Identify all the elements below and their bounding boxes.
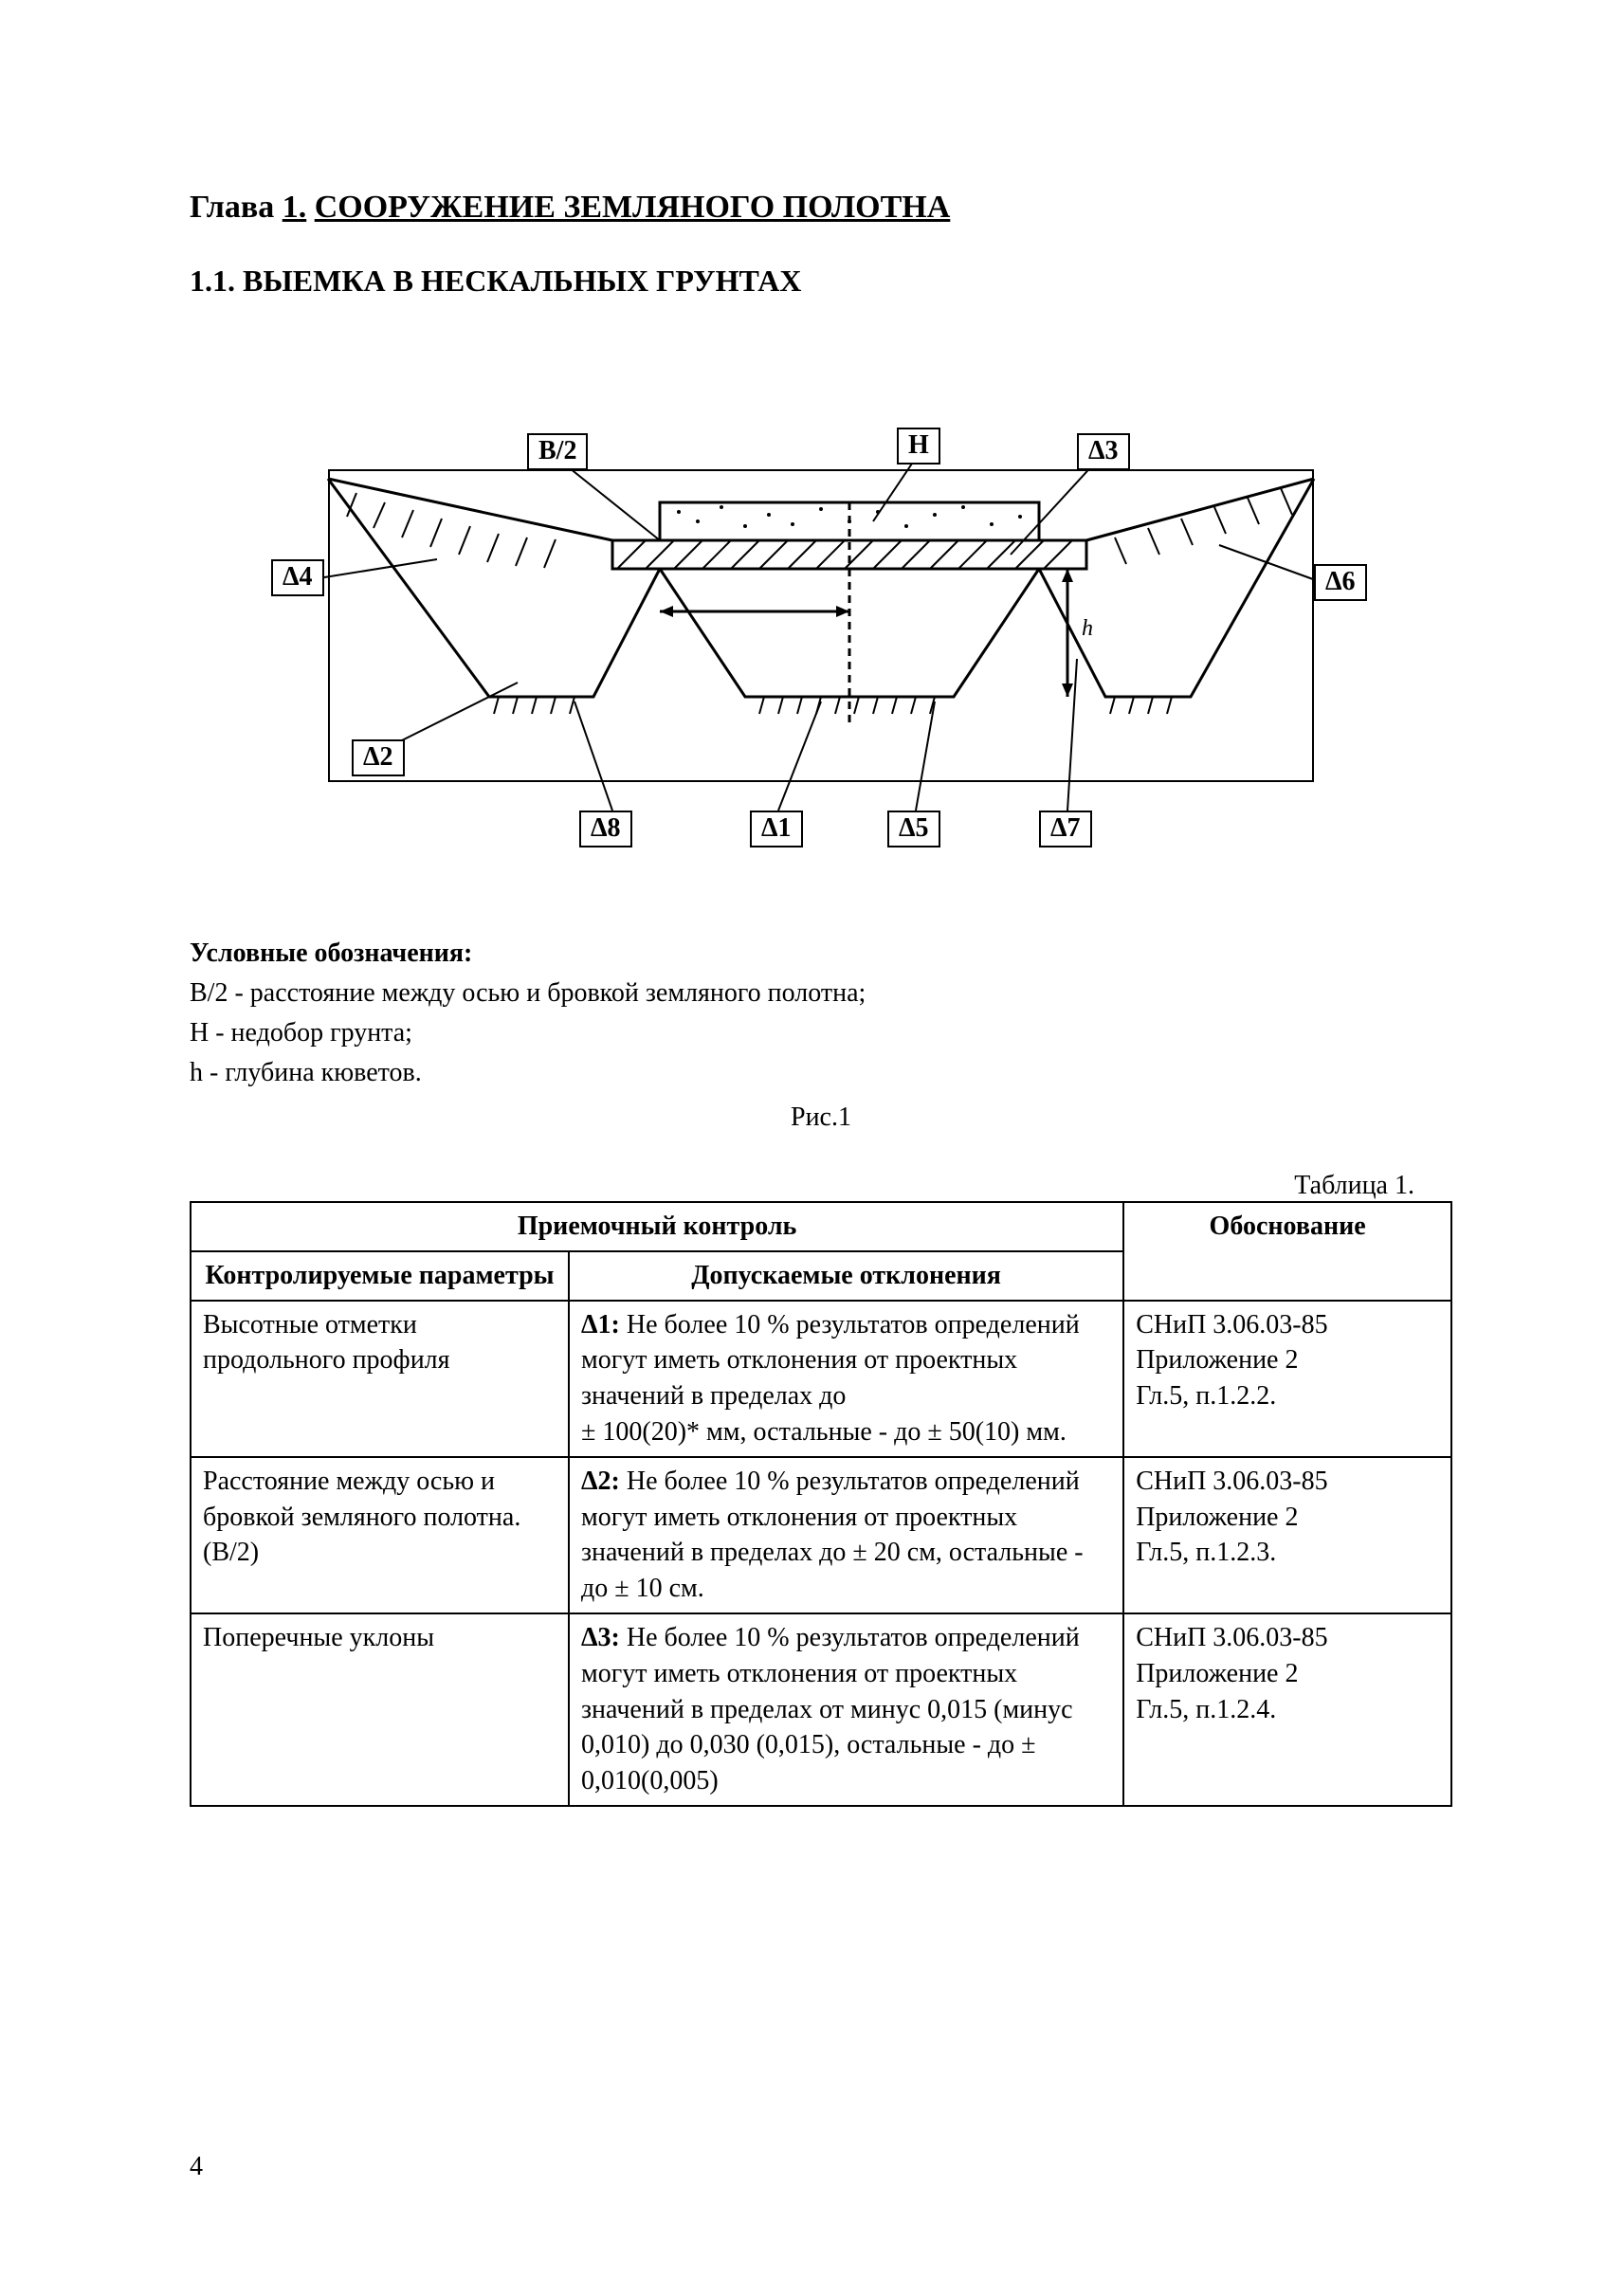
legend-title: Условные обозначения:: [190, 934, 1452, 974]
cell-basis: СНиП 3.06.03-85Приложение 2Гл.5, п.1.2.2…: [1123, 1301, 1451, 1457]
section-title: ВЫЕМКА В НЕСКАЛЬНЫХ ГРУНТАХ: [243, 264, 802, 298]
table-header-group: Приемочный контроль: [191, 1202, 1123, 1251]
legend: Условные обозначения: В/2 - расстояние м…: [190, 934, 1452, 1093]
cell-basis: СНиП 3.06.03-85Приложение 2Гл.5, п.1.2.3…: [1123, 1457, 1451, 1613]
section-number: 1.1.: [190, 264, 235, 298]
figure-label-d3: Δ3: [1077, 433, 1130, 470]
figure-svg: h: [252, 412, 1390, 886]
figure-caption: Рис.1: [190, 1102, 1452, 1133]
chapter-number: 1.: [283, 190, 307, 225]
figure: h В/2 Н Δ3 Δ4 Δ6 Δ2 Δ8 Δ1 Δ5 Δ7: [252, 412, 1390, 886]
table-header-param: Контролируемые параметры: [191, 1251, 569, 1301]
figure-label-d5: Δ5: [887, 811, 940, 847]
table-header-dev: Допускаемые отклонения: [569, 1251, 1123, 1301]
svg-text:h: h: [1082, 616, 1093, 641]
dev-text: Не более 10 % результатов определений мо…: [581, 1623, 1080, 1795]
page: Глава 1. СООРУЖЕНИЕ ЗЕМЛЯНОГО ПОЛОТНА 1.…: [0, 0, 1623, 2296]
table-row: Расстояние между осью и бровкой земляног…: [191, 1457, 1451, 1613]
figure-label-d8: Δ8: [579, 811, 632, 847]
dev-label: Δ1:: [581, 1310, 620, 1339]
cell-basis: СНиП 3.06.03-85Приложение 2Гл.5, п.1.2.4…: [1123, 1613, 1451, 1806]
legend-item: Н - недобор грунта;: [190, 1013, 1452, 1053]
cell-dev: Δ2: Не более 10 % результатов определени…: [569, 1457, 1123, 1613]
dev-text: Не более 10 % результатов определений мо…: [581, 1467, 1084, 1603]
table-header-basis: Обоснование: [1123, 1202, 1451, 1301]
table-caption: Таблица 1.: [190, 1171, 1452, 1201]
cell-dev: Δ1: Не более 10 % результатов определени…: [569, 1301, 1123, 1457]
chapter-title: СООРУЖЕНИЕ ЗЕМЛЯНОГО ПОЛОТНА: [315, 190, 951, 225]
figure-label-d7: Δ7: [1039, 811, 1092, 847]
legend-item: В/2 - расстояние между осью и бровкой зе…: [190, 974, 1452, 1013]
cell-dev: Δ3: Не более 10 % результатов определени…: [569, 1613, 1123, 1806]
figure-label-b2: В/2: [527, 433, 588, 470]
chapter-prefix: Глава: [190, 190, 274, 225]
data-table: Приемочный контроль Обоснование Контроли…: [190, 1201, 1452, 1807]
figure-label-d1: Δ1: [750, 811, 803, 847]
chapter-heading: Глава 1. СООРУЖЕНИЕ ЗЕМЛЯНОГО ПОЛОТНА: [190, 190, 1452, 226]
cell-param: Расстояние между осью и бровкой земляног…: [191, 1457, 569, 1613]
cell-param: Поперечные уклоны: [191, 1613, 569, 1806]
table-row: Высотные отметки продольного профиля Δ1:…: [191, 1301, 1451, 1457]
figure-label-d6: Δ6: [1314, 564, 1367, 601]
figure-label-d2: Δ2: [352, 739, 405, 776]
figure-label-h: Н: [897, 428, 940, 465]
legend-item: h - глубина кюветов.: [190, 1053, 1452, 1093]
table-row: Поперечные уклоны Δ3: Не более 10 % резу…: [191, 1613, 1451, 1806]
section-heading: 1.1. ВЫЕМКА В НЕСКАЛЬНЫХ ГРУНТАХ: [190, 264, 1452, 299]
dev-label: Δ2:: [581, 1467, 620, 1496]
cell-param: Высотные отметки продольного профиля: [191, 1301, 569, 1457]
page-number: 4: [190, 2152, 203, 2182]
figure-label-d4: Δ4: [271, 559, 324, 596]
dev-label: Δ3:: [581, 1623, 620, 1652]
figure-frame: h В/2 Н Δ3 Δ4 Δ6 Δ2 Δ8 Δ1 Δ5 Δ7: [252, 412, 1390, 886]
dev-text: Не более 10 % результатов определений мо…: [581, 1310, 1080, 1447]
